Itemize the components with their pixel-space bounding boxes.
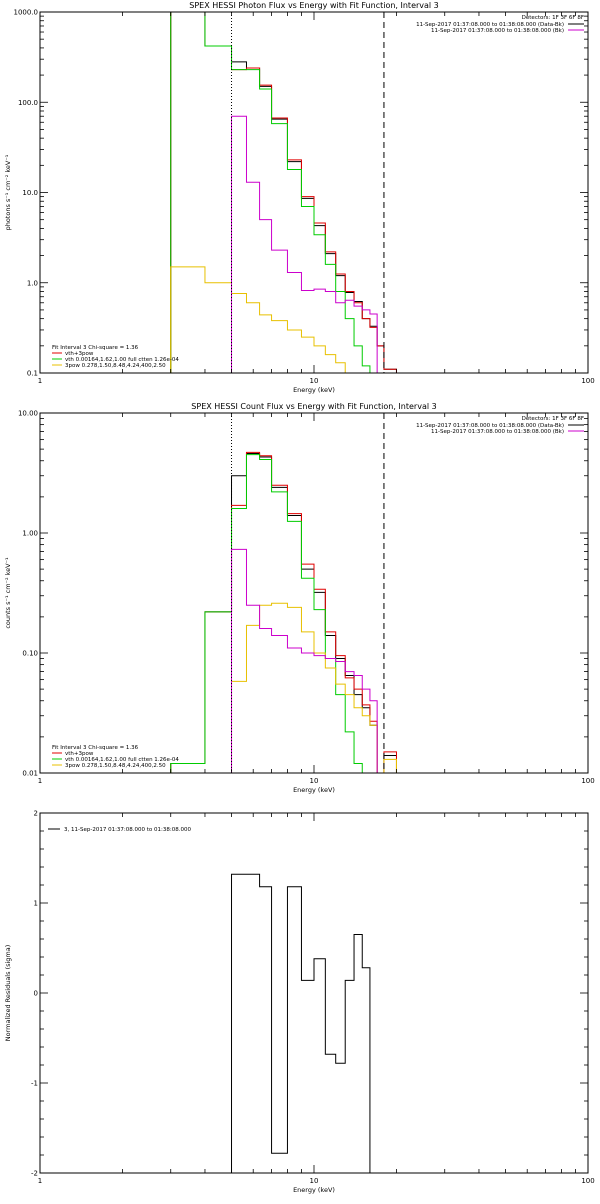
x-tick-label: 100 (581, 1177, 594, 1185)
x-tick-label: 10 (310, 1177, 319, 1185)
chart-panel-1: SPEX HESSI Photon Flux vs Energy with Fi… (4, 1, 595, 394)
legend-entry: 11-Sep-2017 01:37:08.000 to 01:38:08.000… (416, 22, 564, 28)
plot-frame (39, 11, 589, 374)
y-tick-label: -1 (31, 1080, 38, 1088)
series-line-bk (170, 548, 397, 773)
chart-title: SPEX HESSI Count Flux vs Energy with Fit… (191, 402, 436, 411)
chart-title: SPEX HESSI Photon Flux vs Energy with Fi… (189, 1, 439, 10)
y-tick-label: 0.01 (22, 770, 38, 778)
y-tick-label: 0 (34, 990, 38, 998)
legend-header: Detectors: 1F 3F 6F 8F (522, 416, 584, 422)
legend-entry: vth+3pow (65, 751, 94, 757)
y-tick-label: 2 (34, 810, 38, 818)
y-tick-label: 0.1 (27, 370, 38, 378)
y-tick-label: 100.0 (18, 99, 38, 107)
series-group (170, 451, 397, 773)
legend-entry: 11-Sep-2017 01:37:08.000 to 01:38:08.000… (416, 423, 564, 429)
x-axis-label: Energy (keV) (293, 386, 335, 394)
x-tick-label: 1 (38, 777, 42, 785)
legend-header: Fit Interval 3 Chi-square = 1.36 (52, 745, 139, 751)
legend-entry: vth+3pow (65, 351, 94, 357)
y-tick-label: 1 (34, 900, 38, 908)
legend-entry: 3, 11-Sep-2017 01:37:08.000 to 01:38:08.… (64, 827, 191, 833)
y-axis-label: photons s⁻¹ cm⁻² keV⁻¹ (4, 154, 12, 230)
plot-frame (39, 812, 589, 1174)
legend-bottom-left: Fit Interval 3 Chi-square = 1.36vth+3pow… (52, 745, 179, 769)
series-line-bk (170, 115, 397, 373)
series-line-data-bk (170, 12, 397, 373)
chart-panel-2: SPEX HESSI Count Flux vs Energy with Fit… (4, 402, 595, 794)
series-line-vth-3pow (170, 451, 397, 773)
chart-panel-3: 1 10 100 -2 -1 0 1 2 Energy (keV) Normalized Resi… (4, 810, 595, 1195)
series-line-vth (170, 12, 397, 373)
x-tick-label: 10 (310, 377, 319, 385)
legend-entry: vth 0.00164,1.62,1.00 full ctten 1.26e-0… (65, 757, 179, 763)
y-axis-label: Normalized Residuals (sigma) (4, 945, 12, 1042)
legend: 3, 11-Sep-2017 01:37:08.000 to 01:38:08.… (48, 827, 191, 833)
y-tick-label: 10.0 (22, 189, 38, 197)
legend-entry: 11-Sep-2017 01:37:08.000 to 01:38:08.000… (431, 28, 564, 34)
series-group (170, 12, 397, 373)
x-axis-label: Energy (keV) (293, 1186, 335, 1194)
series-group (231, 873, 384, 1173)
x-tick-label: 100 (581, 777, 594, 785)
legend-entry: 3pow 0.278,1.50,8.48,4.24,400,2.50 (65, 363, 166, 369)
legend-header: Fit Interval 3 Chi-square = 1.36 (52, 345, 139, 351)
y-tick-label: 0.10 (22, 650, 38, 658)
series-line-vth (170, 454, 397, 773)
legend-entry: 11-Sep-2017 01:37:08.000 to 01:38:08.000… (431, 429, 564, 435)
legend-entry: vth 0.00164,1.62,1.00 full ctten 1.26e-0… (65, 357, 179, 363)
y-tick-label: 1000.0 (14, 9, 39, 17)
y-tick-label: 10.00 (18, 410, 38, 418)
y-axis-label: counts s⁻¹ cm⁻² keV⁻¹ (4, 557, 12, 629)
legend-header: Detectors: 1F 3F 6F 8F (522, 15, 584, 21)
series-line-vth-3pow (170, 12, 397, 373)
x-tick-label: 1 (38, 377, 42, 385)
legend-entry: 3pow 0.278,1.50,8.48,4.24,400,2.50 (65, 763, 166, 769)
x-tick-label: 100 (581, 377, 594, 385)
legend-bottom-left: Fit Interval 3 Chi-square = 1.36vth+3pow… (52, 345, 179, 369)
x-axis-label: Energy (keV) (293, 786, 335, 794)
y-tick-label: 1.0 (27, 279, 38, 287)
y-tick-label: -2 (31, 1170, 38, 1178)
x-tick-label: 10 (310, 777, 319, 785)
series-line-residuals (231, 873, 384, 1173)
y-tick-label: 1.00 (22, 530, 38, 538)
series-line-3pow (170, 602, 397, 773)
x-tick-label: 1 (38, 1177, 42, 1185)
